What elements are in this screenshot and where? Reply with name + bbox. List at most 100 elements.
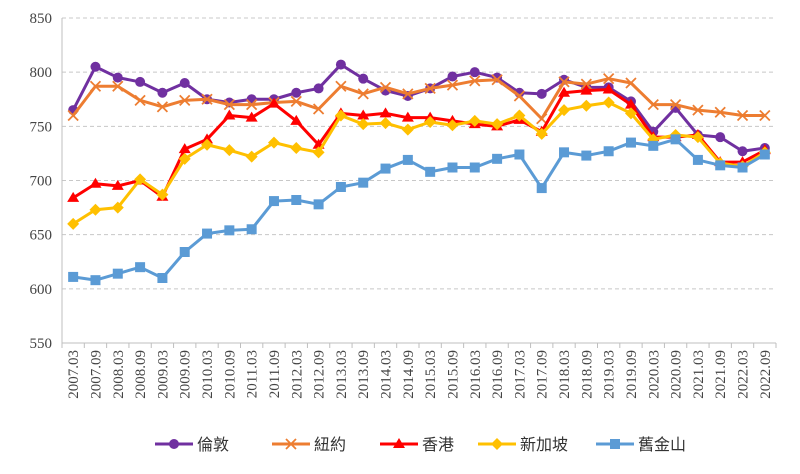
- x-tick-label: 2007.03: [66, 350, 82, 399]
- data-point: [491, 118, 504, 131]
- data-point: [312, 146, 325, 159]
- data-point: [223, 144, 236, 157]
- data-point: [424, 82, 436, 95]
- data-point: [469, 67, 480, 78]
- data-point: [357, 118, 370, 131]
- legend-item-4: 舊金山: [596, 435, 686, 454]
- data-point: [157, 273, 168, 283]
- data-point: [714, 106, 726, 118]
- series-group: [67, 59, 771, 286]
- data-point: [469, 162, 480, 173]
- data-point: [267, 136, 280, 149]
- legend-item-2: 香港: [380, 435, 454, 454]
- data-point: [514, 149, 525, 160]
- data-point: [246, 224, 257, 235]
- data-point: [603, 146, 614, 157]
- x-tick-label: 2020.09: [669, 350, 685, 399]
- marker-stroke: [112, 80, 124, 92]
- data-point: [624, 107, 637, 120]
- data-point: [715, 132, 726, 143]
- data-point: [157, 87, 168, 98]
- marker-stroke: [759, 109, 771, 122]
- x-tick-label: 2020.03: [646, 350, 662, 399]
- data-point: [111, 179, 124, 190]
- y-axis-ticks: 550 600 650 700 750 800 850: [30, 11, 53, 352]
- data-point: [112, 268, 123, 279]
- data-point: [89, 203, 102, 216]
- data-point: [536, 113, 548, 125]
- x-tick-label: 2010.03: [200, 350, 216, 399]
- marker-stroke: [446, 79, 459, 91]
- data-point: [335, 182, 346, 192]
- data-point: [358, 73, 369, 84]
- y-tick-label: 600: [30, 282, 53, 298]
- series-line: [72, 101, 766, 226]
- series-1: [67, 73, 771, 125]
- data-point: [558, 86, 571, 97]
- data-point: [580, 84, 593, 95]
- x-tick-label: 2007.09: [88, 350, 104, 399]
- x-tick-label: 2013.09: [356, 350, 372, 399]
- data-point: [536, 88, 547, 99]
- data-point: [313, 83, 324, 94]
- data-point: [647, 99, 659, 111]
- data-point: [670, 134, 681, 145]
- data-point: [625, 137, 636, 148]
- data-point: [223, 99, 235, 111]
- x-tick-label: 2015.09: [445, 350, 461, 399]
- data-point: [559, 147, 570, 158]
- marker-stroke: [692, 104, 704, 116]
- x-tick-label: 2012.09: [312, 350, 328, 399]
- data-point: [90, 61, 101, 72]
- data-point: [291, 195, 302, 205]
- data-point: [201, 93, 213, 105]
- legend-item-0: 倫敦: [155, 435, 229, 454]
- marker-stroke: [536, 113, 548, 125]
- marker-stroke: [379, 81, 392, 93]
- x-tick-label: 2021.09: [713, 350, 729, 399]
- series-line: [72, 88, 766, 200]
- series-line: [71, 77, 765, 121]
- data-point: [290, 142, 303, 154]
- data-point: [201, 138, 214, 151]
- data-point: [224, 225, 235, 236]
- data-point: [513, 109, 526, 122]
- data-point: [602, 96, 615, 109]
- marker-stroke: [714, 106, 726, 118]
- data-point: [648, 140, 659, 151]
- y-tick-label: 750: [30, 119, 53, 135]
- data-point: [335, 80, 347, 92]
- legend-label: 香港: [422, 435, 454, 454]
- data-point: [291, 87, 302, 98]
- marker-stroke: [736, 109, 749, 122]
- x-tick-label: 2011.03: [245, 350, 261, 398]
- data-point: [759, 149, 770, 160]
- marker-stroke: [647, 99, 659, 111]
- data-point: [313, 199, 324, 210]
- data-point: [202, 228, 213, 239]
- x-tick-label: 2013.03: [334, 350, 350, 399]
- data-point: [246, 94, 257, 105]
- data-point: [335, 59, 346, 70]
- x-tick-label: 2017.03: [512, 350, 528, 399]
- data-point: [625, 77, 637, 89]
- data-point: [179, 247, 190, 257]
- y-tick-label: 550: [30, 336, 53, 352]
- data-point: [268, 196, 279, 207]
- data-point: [492, 153, 503, 164]
- marker-stroke: [357, 88, 369, 100]
- y-tick-label: 650: [30, 228, 53, 244]
- data-point: [223, 109, 236, 120]
- marker-stroke: [312, 103, 325, 115]
- legend-label: 紐約: [314, 435, 346, 454]
- marker-stroke: [290, 95, 302, 108]
- legend-label: 新加坡: [520, 435, 568, 454]
- data-point: [135, 76, 146, 87]
- x-tick-label: 2016.03: [468, 350, 484, 399]
- x-tick-label: 2019.03: [602, 350, 618, 399]
- data-point: [715, 160, 726, 171]
- x-tick-label: 2018.09: [579, 350, 595, 399]
- data-point: [491, 74, 503, 86]
- data-point: [68, 271, 79, 282]
